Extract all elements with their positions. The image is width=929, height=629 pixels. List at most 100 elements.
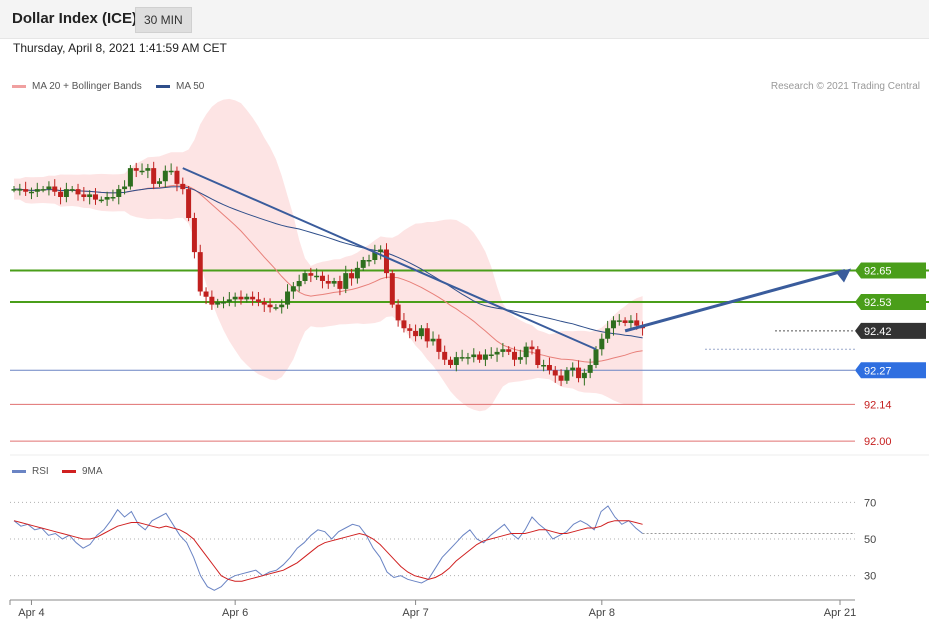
candle bbox=[494, 347, 500, 362]
candle bbox=[343, 265, 349, 294]
candle bbox=[354, 261, 360, 284]
candle bbox=[232, 292, 238, 307]
candle bbox=[87, 190, 93, 205]
x-tick-label: Apr 6 bbox=[222, 607, 248, 619]
candle bbox=[290, 282, 296, 299]
candle-body bbox=[413, 330, 419, 337]
candle-body bbox=[314, 275, 320, 278]
candle bbox=[558, 369, 564, 386]
price-label-92.14: 92.14 bbox=[864, 399, 892, 411]
candle bbox=[424, 323, 430, 348]
candle bbox=[157, 178, 162, 188]
candle-body bbox=[383, 249, 389, 274]
candle-body bbox=[366, 260, 372, 262]
candle bbox=[11, 185, 17, 193]
candle bbox=[389, 269, 395, 308]
candle bbox=[255, 292, 261, 307]
candle bbox=[139, 163, 145, 175]
price-label-92.27: 92.27 bbox=[864, 365, 892, 377]
candle-body bbox=[552, 370, 558, 376]
candle-body bbox=[325, 281, 331, 284]
candle bbox=[285, 284, 291, 309]
candle-body bbox=[255, 299, 261, 302]
candle-body bbox=[453, 357, 459, 365]
candle bbox=[104, 191, 110, 206]
candle bbox=[442, 345, 448, 365]
candle-body bbox=[535, 349, 541, 365]
candle-body bbox=[628, 320, 634, 323]
candle bbox=[378, 245, 384, 260]
candle-body bbox=[75, 189, 81, 195]
candle-body bbox=[209, 296, 215, 305]
candle bbox=[529, 340, 535, 355]
candle bbox=[541, 359, 547, 372]
candle bbox=[145, 163, 151, 179]
price-label-bg-92.27 bbox=[855, 362, 926, 379]
candle bbox=[133, 162, 139, 178]
candle-body bbox=[349, 273, 355, 279]
candle bbox=[92, 188, 98, 205]
candle-body bbox=[494, 351, 500, 355]
candle-body bbox=[564, 370, 570, 381]
rsi-ma-swatch bbox=[62, 470, 76, 473]
candle-body bbox=[98, 199, 104, 202]
candle-body bbox=[92, 194, 98, 200]
candle-body bbox=[267, 304, 273, 308]
candle-body bbox=[11, 189, 17, 191]
candle-body bbox=[23, 189, 29, 192]
candle-body bbox=[139, 170, 145, 173]
candle-body bbox=[576, 367, 582, 379]
x-tick-label: Apr 21 bbox=[824, 607, 856, 619]
candle-body bbox=[244, 296, 250, 300]
candle-body bbox=[191, 218, 197, 253]
candle-body bbox=[162, 170, 168, 182]
candle-body bbox=[395, 304, 401, 321]
chart-header: Dollar Index (ICE) 30 MIN bbox=[0, 0, 929, 39]
candle-body bbox=[186, 189, 192, 218]
candle-body bbox=[482, 354, 488, 360]
legend-ma20: MA 20 + Bollinger Bands bbox=[12, 81, 142, 92]
candle bbox=[250, 291, 256, 306]
chart-title: Dollar Index (ICE) bbox=[12, 10, 138, 27]
candle bbox=[401, 313, 407, 333]
candle bbox=[238, 290, 244, 305]
candle bbox=[512, 346, 518, 367]
candle bbox=[500, 342, 506, 358]
candle bbox=[180, 177, 186, 195]
trendline bbox=[182, 167, 597, 351]
timeframe-button[interactable]: 30 MIN bbox=[135, 7, 192, 33]
candle-body bbox=[197, 252, 203, 292]
candle-body bbox=[116, 189, 122, 197]
candle bbox=[261, 297, 267, 312]
candle bbox=[395, 299, 401, 327]
candle bbox=[267, 298, 273, 313]
candle bbox=[477, 351, 483, 363]
candle-body bbox=[354, 267, 360, 279]
candle bbox=[535, 346, 541, 369]
copyright: Research © 2021 Trading Central bbox=[770, 81, 920, 92]
rsi-line bbox=[13, 505, 643, 591]
candle bbox=[52, 179, 58, 196]
candle-body bbox=[570, 367, 576, 371]
candle-body bbox=[221, 302, 227, 304]
candle-body bbox=[81, 194, 87, 197]
ma50-swatch bbox=[156, 85, 170, 88]
candle-body bbox=[430, 338, 436, 342]
candle bbox=[372, 244, 378, 265]
candle-body bbox=[581, 372, 587, 379]
candle-body bbox=[616, 320, 622, 322]
price-label-92.65: 92.65 bbox=[864, 266, 892, 278]
ma20-swatch bbox=[12, 85, 26, 88]
candle-body bbox=[145, 168, 151, 171]
candle-body bbox=[127, 168, 133, 187]
candle-body bbox=[343, 273, 349, 289]
candle-body bbox=[477, 354, 483, 360]
candle bbox=[471, 348, 477, 363]
projection-arrow-head bbox=[836, 268, 851, 283]
candle-body bbox=[285, 291, 291, 305]
candle-body bbox=[302, 273, 308, 281]
candle-body bbox=[203, 291, 209, 297]
candle bbox=[308, 267, 314, 283]
candle bbox=[174, 166, 180, 192]
